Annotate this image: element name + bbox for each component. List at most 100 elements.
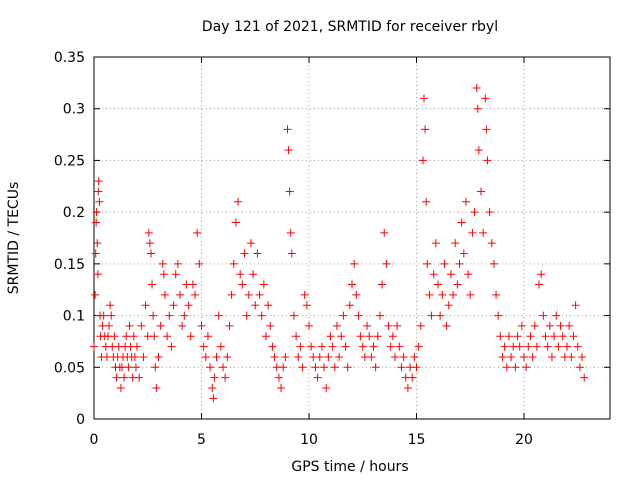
data-point	[268, 342, 277, 351]
data-point	[320, 363, 329, 372]
data-point	[477, 187, 485, 196]
data-point	[356, 332, 365, 341]
data-point	[528, 352, 537, 361]
y-tick-label: 0.3	[63, 102, 85, 118]
data-point	[511, 363, 520, 372]
data-point	[158, 259, 167, 268]
data-point	[130, 352, 139, 361]
data-point	[436, 311, 445, 320]
y-tick-label: 0	[76, 412, 85, 428]
data-point	[438, 290, 447, 299]
y-tick-label: 0.35	[54, 50, 85, 66]
data-point	[266, 321, 275, 330]
data-point	[504, 332, 513, 341]
data-point	[203, 332, 212, 341]
data-point	[94, 187, 103, 196]
data-point	[216, 342, 225, 351]
data-point	[210, 373, 219, 382]
data-point	[414, 342, 423, 351]
y-tick-label: 0.1	[63, 309, 85, 325]
data-point	[485, 208, 494, 217]
data-point	[326, 332, 335, 341]
data-point	[524, 342, 533, 351]
data-point	[242, 311, 251, 320]
data-point	[556, 321, 565, 330]
data-point	[201, 352, 210, 361]
data-point	[558, 332, 567, 341]
data-point	[206, 363, 215, 372]
data-point	[472, 84, 481, 93]
data-point	[199, 342, 208, 351]
data-point	[386, 342, 395, 351]
data-point	[302, 301, 311, 310]
data-point	[328, 342, 337, 351]
data-point	[238, 280, 247, 289]
data-point	[578, 352, 587, 361]
data-point	[253, 249, 262, 258]
data-point	[410, 352, 419, 361]
data-point	[442, 321, 451, 330]
data-point	[483, 156, 492, 165]
data-point	[152, 383, 161, 392]
data-point	[532, 342, 541, 351]
data-point	[466, 290, 475, 299]
data-point	[575, 363, 584, 372]
data-point	[92, 218, 101, 227]
data-point	[421, 125, 430, 134]
data-point	[569, 332, 578, 341]
data-point	[208, 383, 217, 392]
data-point	[296, 342, 305, 351]
plot-frame	[93, 56, 611, 420]
data-point	[176, 290, 184, 299]
data-point	[393, 321, 402, 330]
data-point	[105, 321, 114, 330]
data-point	[350, 259, 359, 268]
data-point	[515, 342, 524, 351]
data-point	[135, 373, 144, 382]
data-point	[300, 290, 309, 299]
data-point	[332, 321, 341, 330]
data-point	[285, 187, 294, 196]
data-point	[315, 352, 324, 361]
data-point	[322, 383, 331, 392]
data-point	[399, 352, 408, 361]
data-point	[345, 301, 354, 310]
data-point	[286, 228, 295, 237]
data-point	[91, 249, 100, 258]
data-point	[522, 363, 531, 372]
data-point	[283, 125, 292, 134]
data-point	[517, 321, 526, 330]
data-point	[513, 332, 522, 341]
data-point	[197, 321, 206, 330]
data-point	[125, 321, 134, 330]
data-point	[95, 197, 104, 206]
data-point	[358, 342, 367, 351]
data-point	[371, 363, 380, 372]
data-point	[384, 321, 393, 330]
data-point	[545, 321, 554, 330]
data-point	[251, 301, 260, 310]
data-point	[188, 280, 197, 289]
data-point	[112, 373, 121, 382]
data-point	[373, 332, 382, 341]
data-point	[337, 332, 346, 341]
data-point	[552, 311, 561, 320]
data-point	[354, 311, 363, 320]
data-point	[408, 373, 417, 382]
data-point	[246, 239, 255, 248]
data-point	[496, 332, 505, 341]
data-point	[163, 332, 172, 341]
data-point	[227, 290, 236, 299]
data-point	[500, 342, 509, 351]
data-point	[180, 311, 189, 320]
data-point	[171, 270, 180, 279]
data-point	[367, 352, 376, 361]
data-point	[343, 363, 352, 372]
data-point	[313, 373, 322, 382]
data-point	[129, 332, 138, 341]
data-point	[431, 239, 440, 248]
data-point	[219, 363, 227, 372]
data-point	[352, 290, 361, 299]
data-point	[93, 239, 102, 248]
data-point	[214, 311, 223, 320]
